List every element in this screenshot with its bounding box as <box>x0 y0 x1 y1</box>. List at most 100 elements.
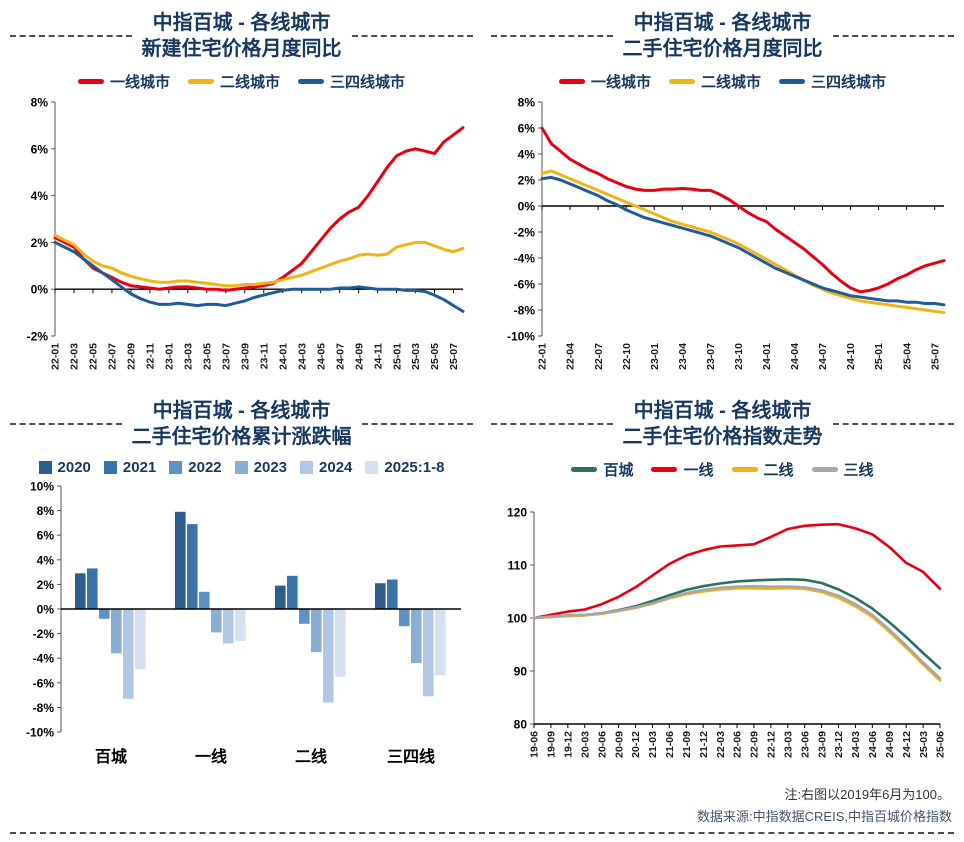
svg-text:90: 90 <box>513 665 527 679</box>
legend-swatch <box>300 461 314 474</box>
svg-text:2%: 2% <box>36 578 54 592</box>
title-row: 中指百城 - 各线城市 二手住宅价格累计涨跌幅 <box>10 398 473 450</box>
title-line2: 二手住宅价格累计涨跌幅 <box>131 426 352 448</box>
title-dash-right <box>832 35 954 37</box>
svg-text:24-10: 24-10 <box>845 343 857 370</box>
legend-swatch <box>668 79 695 84</box>
legend-swatch <box>558 79 585 84</box>
legend-label: 2020 <box>57 459 91 476</box>
svg-text:6%: 6% <box>36 529 54 543</box>
legend-label: 2023 <box>253 459 288 476</box>
legend-item: 2020 <box>38 459 91 476</box>
svg-text:24-09: 24-09 <box>883 731 895 758</box>
legend-label: 一线 <box>683 462 714 479</box>
legend-item: 三四线城市 <box>779 71 886 92</box>
svg-text:24-06: 24-06 <box>867 731 879 758</box>
legend-swatch <box>187 79 214 84</box>
svg-text:二线: 二线 <box>294 747 326 766</box>
legend-swatch <box>103 461 117 474</box>
svg-text:-4%: -4% <box>32 652 54 666</box>
legend-label: 2025:1-8 <box>384 459 445 476</box>
legend-item: 三线 <box>811 459 874 480</box>
legend-swatch <box>811 467 838 472</box>
legend-item: 三四线城市 <box>298 71 405 92</box>
line-chart-secondhand-yoy: -10% -8% -6% -4% -2% 0% 2% 4% 6% 8% 22-01 22-04 22-0… <box>506 96 945 370</box>
line-chart-new-home-yoy: -2% 0% 2% 4% 6% 8% 22-01 22-03 22-05 22-07 22-09 22… <box>26 96 464 370</box>
svg-text:22-03: 22-03 <box>714 731 726 758</box>
title-line2: 二手住宅价格月度同比 <box>622 38 823 60</box>
svg-text:8%: 8% <box>36 504 54 518</box>
svg-text:-4%: -4% <box>513 252 535 266</box>
legend-item: 百城 <box>571 459 633 480</box>
svg-text:20-09: 20-09 <box>613 731 625 758</box>
svg-text:-10%: -10% <box>25 726 53 740</box>
legend-swatch <box>298 79 324 84</box>
svg-text:22-07: 22-07 <box>592 343 604 370</box>
svg-text:24-03: 24-03 <box>296 343 308 370</box>
svg-text:-6%: -6% <box>32 676 54 690</box>
footnote: 注:右图以2019年6月为100。 <box>784 787 950 802</box>
svg-text:25-06: 25-06 <box>934 731 946 758</box>
svg-text:22-04: 22-04 <box>564 343 576 370</box>
svg-text:23-06: 23-06 <box>799 731 811 758</box>
svg-text:23-01: 23-01 <box>648 343 660 370</box>
svg-text:-2%: -2% <box>513 226 535 240</box>
legend-item: 二线城市 <box>668 71 761 92</box>
svg-text:8%: 8% <box>517 96 535 110</box>
svg-text:22-05: 22-05 <box>87 343 99 370</box>
title-line1: 中指百城 - 各线城市 <box>633 12 812 34</box>
svg-text:22-07: 22-07 <box>106 343 118 370</box>
title-line1: 中指百城 - 各线城市 <box>633 400 812 422</box>
svg-text:22-01: 22-01 <box>536 343 548 370</box>
svg-text:23-09: 23-09 <box>239 343 251 370</box>
legend-label: 二线城市 <box>700 74 761 91</box>
bottom-dashed-line <box>10 832 954 834</box>
line-chart-price-index: 80 90 100 110 120 19-06 19-09 19-12 20-03 20-06 20… <box>506 506 946 758</box>
svg-text:-8%: -8% <box>513 304 535 318</box>
legend-item: 2022 <box>169 459 222 476</box>
title-line2: 新建住宅价格月度同比 <box>141 38 342 60</box>
legend-label: 二线城市 <box>219 74 280 91</box>
svg-text:24-07: 24-07 <box>817 343 829 370</box>
svg-text:20-03: 20-03 <box>579 731 591 758</box>
svg-text:23-01: 23-01 <box>163 343 175 370</box>
chart-title: 中指百城 - 各线城市 二手住宅价格指数走势 <box>613 398 833 450</box>
title-dash-right <box>832 423 954 425</box>
legend-label: 百城 <box>603 462 634 479</box>
svg-text:19-12: 19-12 <box>562 731 574 758</box>
legend-swatch <box>365 461 379 474</box>
svg-text:0%: 0% <box>517 200 535 214</box>
legend-item: 2023 <box>234 459 288 476</box>
svg-text:22-09: 22-09 <box>125 343 137 370</box>
svg-text:25-04: 25-04 <box>901 343 913 370</box>
legend-item: 二线城市 <box>187 71 280 92</box>
svg-text:25-05: 25-05 <box>429 343 441 370</box>
title-line1: 中指百城 - 各线城市 <box>152 400 331 422</box>
title-dash-left <box>491 423 613 425</box>
legend: 一线城市 二线城市 三四线城市 <box>10 71 473 92</box>
title-dash-left <box>10 423 122 425</box>
svg-text:80: 80 <box>513 718 527 732</box>
svg-text:21-12: 21-12 <box>697 731 709 758</box>
svg-text:22-09: 22-09 <box>748 731 760 758</box>
legend-item: 一线城市 <box>558 71 651 92</box>
legend-swatch <box>731 467 758 472</box>
svg-text:4%: 4% <box>517 148 535 162</box>
svg-text:25-03: 25-03 <box>410 343 422 370</box>
svg-text:110: 110 <box>507 559 527 573</box>
svg-text:23-07: 23-07 <box>220 343 232 370</box>
chart-title: 中指百城 - 各线城市 二手住宅价格月度同比 <box>613 10 833 62</box>
svg-text:6%: 6% <box>30 142 48 156</box>
title-line1: 中指百城 - 各线城市 <box>152 12 331 34</box>
svg-text:-6%: -6% <box>513 278 535 292</box>
legend-label: 2022 <box>188 459 222 476</box>
legend-item: 二线 <box>731 459 794 480</box>
svg-text:24-01: 24-01 <box>277 343 289 370</box>
svg-text:19-09: 19-09 <box>545 731 557 758</box>
legend: 一线城市 二线城市 三四线城市 <box>491 71 954 92</box>
charts-grid: 中指百城 - 各线城市 新建住宅价格月度同比 一线城市 二线城市 三四线城市 -2%… <box>10 8 954 780</box>
svg-text:22-01: 22-01 <box>49 343 61 370</box>
svg-text:23-03: 23-03 <box>782 731 794 758</box>
svg-text:23-05: 23-05 <box>201 343 213 370</box>
panel-price-index: 中指百城 - 各线城市 二手住宅价格指数走势 百城 一线 二线 三线 80 90 100 1… <box>491 396 954 780</box>
